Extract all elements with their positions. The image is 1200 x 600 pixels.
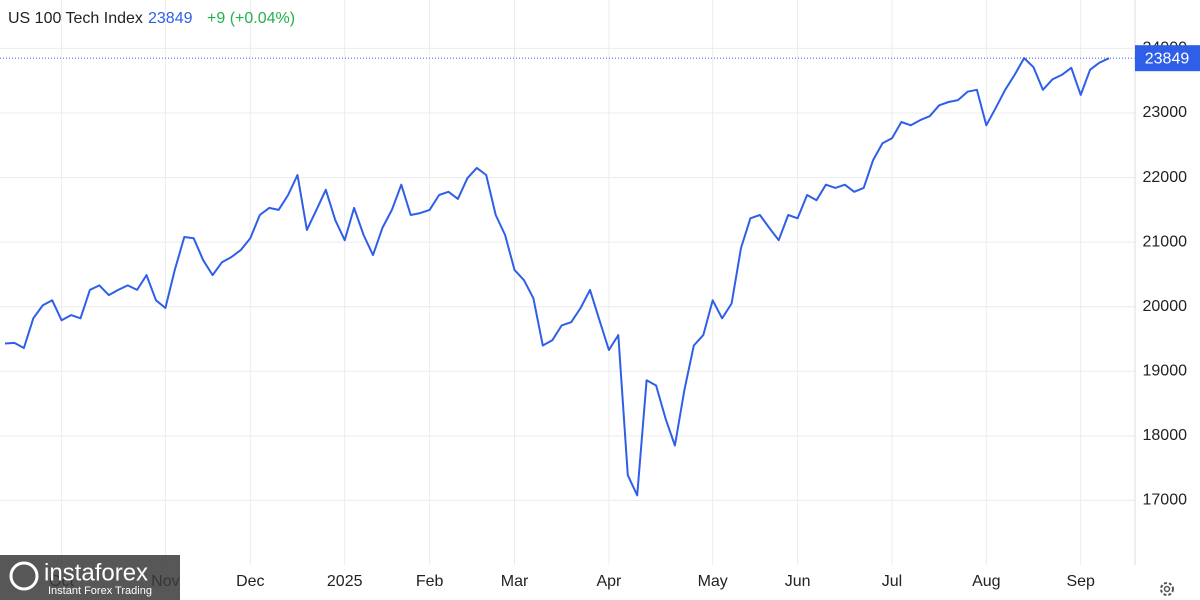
watermark-icon xyxy=(9,561,39,591)
y-tick-label: 23000 xyxy=(1143,104,1188,121)
y-tick-label: 18000 xyxy=(1143,427,1188,444)
x-tick-label: Mar xyxy=(501,573,529,590)
last-value-label: 23849 xyxy=(1145,50,1190,67)
x-tick-label: Jun xyxy=(785,573,811,590)
y-tick-label: 17000 xyxy=(1143,492,1188,509)
x-tick-label: May xyxy=(698,573,728,590)
x-tick-label: Apr xyxy=(596,573,622,590)
price-line xyxy=(4,57,1110,497)
x-tick-label: Dec xyxy=(236,573,264,590)
chart-title: US 100 Tech Index xyxy=(8,10,143,27)
header-price: 23849 xyxy=(148,10,193,27)
x-tick-label: Feb xyxy=(416,573,444,590)
y-tick-label: 20000 xyxy=(1143,298,1188,315)
last-value-badge xyxy=(1135,45,1200,72)
y-tick-label: 19000 xyxy=(1143,363,1188,380)
y-tick-label: 22000 xyxy=(1143,169,1188,186)
x-tick-label: Sep xyxy=(1066,573,1095,590)
watermark-bg xyxy=(0,555,180,600)
x-tick-label: 2025 xyxy=(327,573,363,590)
header-change: +9 (+0.04%) xyxy=(207,10,295,27)
watermark: instaforex Instant Forex Trading xyxy=(0,555,180,600)
y-tick-label: 21000 xyxy=(1143,233,1188,250)
x-tick-label: Jul xyxy=(882,573,902,590)
watermark-brand: instaforex xyxy=(44,559,148,586)
x-tick-label: Aug xyxy=(972,573,1000,590)
watermark-tagline: Instant Forex Trading xyxy=(48,585,152,597)
settings-icon[interactable] xyxy=(1160,582,1174,596)
